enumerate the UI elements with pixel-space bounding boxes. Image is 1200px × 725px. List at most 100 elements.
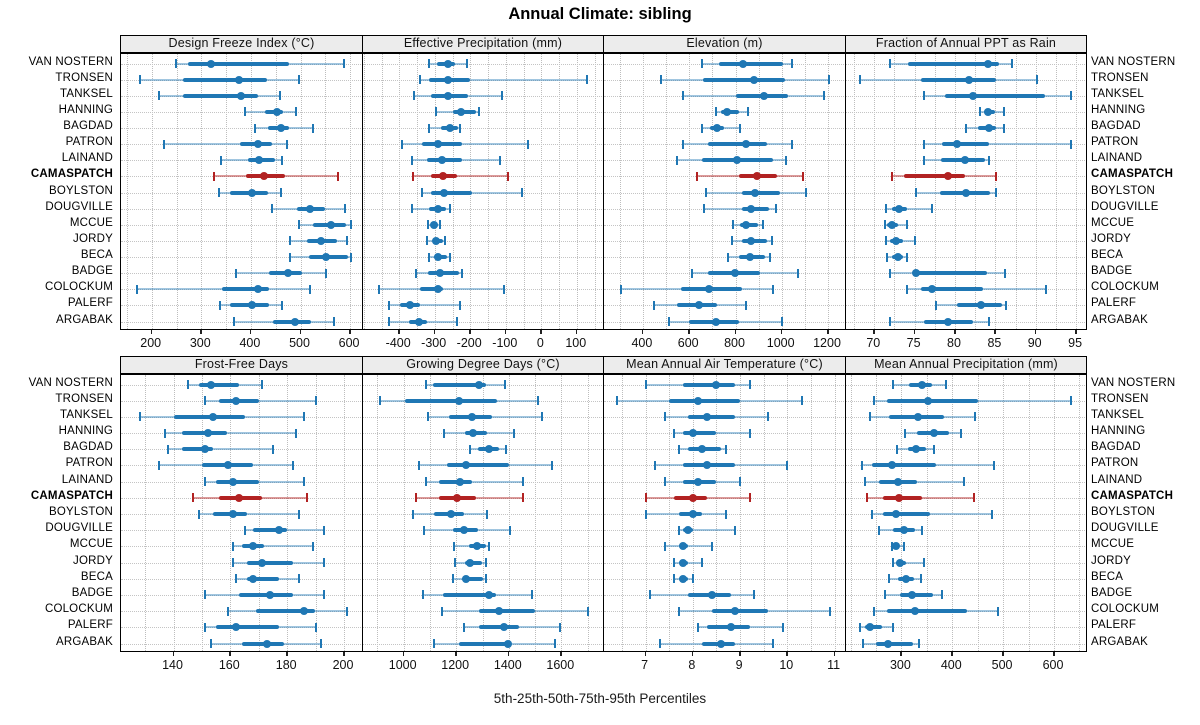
- station-label-right: COLOCKUM: [1091, 281, 1160, 294]
- whisker-cap-5th: [217, 188, 220, 197]
- gridline-horizontal: [604, 176, 844, 178]
- whisker-cap-95th: [921, 525, 924, 535]
- whisker-5-95: [233, 545, 313, 548]
- gridline-vertical: [1003, 375, 1005, 651]
- whisker-cap-95th: [800, 396, 803, 406]
- whisker-cap-95th: [772, 639, 775, 648]
- whisker-cap-5th: [904, 428, 906, 438]
- whisker-cap-95th: [775, 204, 778, 214]
- gridline-horizontal: [121, 546, 361, 548]
- whisker-cap-95th: [918, 639, 921, 648]
- gridline-horizontal: [121, 160, 361, 162]
- axis-tick: [402, 652, 405, 656]
- axis-tick: [827, 330, 829, 334]
- box-25-75: [669, 398, 741, 403]
- box-25-75: [886, 609, 967, 614]
- median-dot: [209, 412, 218, 421]
- gridline-vertical: [1028, 375, 1030, 651]
- gridline-vertical: [508, 375, 510, 651]
- median-dot: [703, 461, 711, 470]
- whisker-cap-5th: [462, 622, 465, 632]
- station-label-right: TANKSEL: [1091, 87, 1144, 100]
- axis-tick-label: 400: [940, 658, 962, 672]
- median-dot: [910, 607, 919, 616]
- axis-tick-label: -100: [492, 336, 518, 350]
- whisker-cap-5th: [421, 590, 424, 600]
- axis-tick: [780, 330, 783, 334]
- box-25-75: [241, 641, 285, 646]
- station-label-left: HANNING: [58, 103, 113, 116]
- median-dot: [430, 220, 439, 229]
- whisker-cap-5th: [923, 155, 926, 165]
- median-dot: [274, 526, 283, 535]
- panel-strip: Mean Annual Precipitation (mm): [845, 356, 1087, 374]
- whisker-cap-95th: [504, 380, 507, 389]
- whisker-cap-5th: [428, 123, 431, 133]
- gridline-horizontal: [363, 497, 602, 499]
- whisker-cap-95th: [443, 236, 446, 246]
- gridline-horizontal: [121, 578, 361, 580]
- median-dot: [742, 220, 751, 229]
- whisker-cap-5th: [420, 188, 423, 197]
- whisker-cap-5th: [616, 396, 619, 406]
- whisker-5-95: [199, 513, 299, 515]
- whisker-cap-95th: [997, 606, 999, 616]
- whisker-cap-5th: [915, 188, 918, 197]
- whisker-cap-5th: [922, 91, 925, 101]
- whisker-cap-5th: [220, 155, 223, 165]
- gridline-vertical: [561, 375, 563, 651]
- whisker-cap-5th: [660, 75, 663, 85]
- box-25-75: [945, 93, 1045, 98]
- panel-plot: [603, 374, 846, 652]
- median-dot: [693, 396, 702, 405]
- gridline-vertical: [344, 375, 345, 651]
- gridline-vertical: [669, 375, 671, 651]
- whisker-5-95: [678, 529, 736, 532]
- median-dot: [742, 140, 751, 149]
- whisker-5-95: [163, 143, 288, 146]
- axis-tick: [504, 330, 507, 334]
- whisker-cap-5th: [226, 606, 229, 616]
- whisker-cap-95th: [260, 380, 263, 389]
- whisker-cap-95th: [312, 123, 315, 133]
- axis-tick-label: 200: [140, 336, 162, 350]
- axis-tick: [954, 330, 956, 334]
- axis-tick-label: 140: [162, 658, 183, 672]
- box-25-75: [461, 576, 484, 581]
- whisker-cap-5th: [922, 139, 925, 149]
- whisker-cap-95th: [323, 558, 326, 568]
- median-dot: [911, 445, 920, 454]
- whisker-cap-5th: [387, 300, 390, 310]
- axis-tick-label: 300: [889, 658, 911, 672]
- whisker-cap-95th: [439, 220, 442, 230]
- median-dot: [984, 59, 993, 68]
- gridline-vertical: [258, 375, 260, 651]
- station-label-left: BOYLSTON: [48, 184, 113, 197]
- median-dot: [726, 623, 735, 632]
- gridline-horizontal: [846, 433, 1085, 435]
- axis-tick: [1053, 652, 1055, 656]
- whisker-cap-95th: [691, 574, 694, 584]
- axis-tick: [349, 330, 351, 334]
- whisker-cap-5th: [412, 171, 415, 181]
- whisker-cap-95th: [314, 622, 317, 632]
- whisker-cap-5th: [232, 558, 235, 568]
- gridline-horizontal: [363, 273, 602, 275]
- axis-tick-label: 90: [1027, 336, 1042, 350]
- median-dot: [953, 140, 962, 149]
- whisker-cap-5th: [158, 460, 161, 470]
- whisker-cap-5th: [891, 171, 893, 181]
- median-dot: [248, 301, 257, 310]
- gridline-vertical: [430, 375, 431, 651]
- whisker-cap-95th: [892, 622, 895, 632]
- panel-strip: Design Freeze Index (°C): [120, 35, 363, 53]
- median-dot: [723, 107, 732, 116]
- panel-plot: [362, 374, 604, 652]
- panel-strip: Frost-Free Days: [120, 356, 363, 374]
- station-label-left: BAGDAD: [63, 441, 113, 454]
- whisker-cap-95th: [336, 171, 339, 181]
- whisker-cap-5th: [892, 380, 895, 389]
- gridline-horizontal: [121, 562, 361, 564]
- median-dot: [432, 236, 441, 245]
